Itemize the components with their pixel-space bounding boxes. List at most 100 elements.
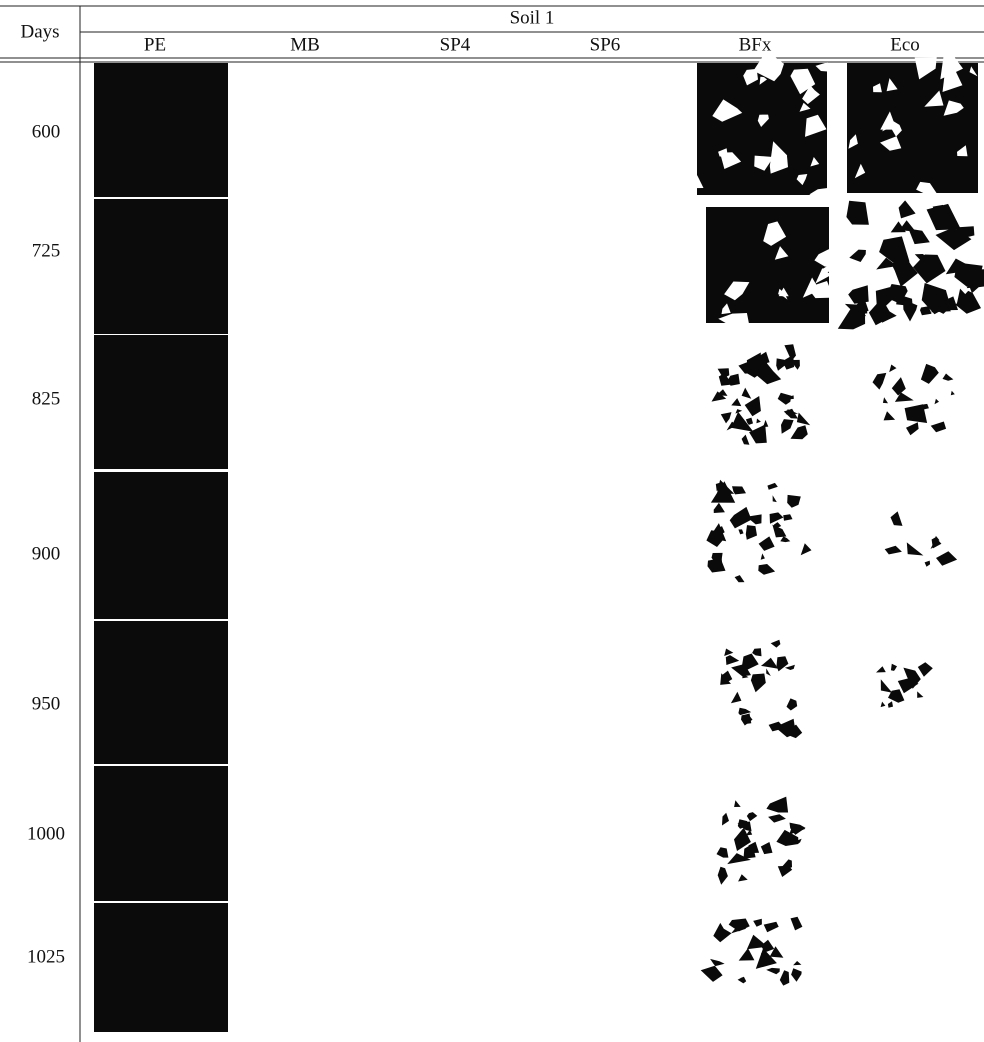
fragment bbox=[717, 480, 734, 494]
figure-table: Days Soil 1 PEMBSP4SP6BFxEco600725825900… bbox=[0, 0, 984, 1042]
day-label: 900 bbox=[32, 543, 61, 564]
fragment bbox=[918, 662, 933, 677]
fragment bbox=[732, 486, 746, 494]
fragment bbox=[797, 413, 810, 426]
film-image bbox=[94, 621, 228, 764]
fragment bbox=[780, 536, 790, 542]
fragment bbox=[793, 961, 801, 965]
fragment bbox=[717, 847, 729, 857]
fragment bbox=[884, 411, 896, 420]
fragment bbox=[726, 655, 739, 665]
fragment bbox=[943, 374, 954, 381]
fragment bbox=[768, 814, 786, 822]
fragment bbox=[891, 261, 918, 287]
fragment bbox=[738, 874, 748, 881]
fragment bbox=[780, 970, 790, 985]
fragment bbox=[801, 543, 812, 555]
fragment bbox=[907, 542, 924, 555]
page: Days Soil 1 PEMBSP4SP6BFxEco600725825900… bbox=[0, 0, 984, 1042]
fragment bbox=[751, 674, 766, 693]
fragment bbox=[731, 692, 742, 704]
fragment bbox=[752, 648, 761, 656]
fragment bbox=[787, 495, 801, 508]
fragment bbox=[883, 397, 888, 403]
fragment bbox=[771, 640, 781, 648]
column-header: SP6 bbox=[590, 34, 621, 55]
fragment bbox=[903, 299, 917, 321]
fragment bbox=[787, 698, 798, 710]
fragment bbox=[739, 948, 755, 961]
film-image bbox=[94, 335, 228, 469]
fragment bbox=[848, 285, 869, 303]
fragment bbox=[738, 977, 747, 984]
fragment bbox=[731, 398, 741, 406]
fragment bbox=[766, 797, 788, 813]
fragment bbox=[931, 422, 946, 433]
column-header: Eco bbox=[890, 34, 920, 55]
fragment bbox=[913, 255, 946, 284]
fragment bbox=[906, 422, 919, 435]
header-group: Soil 1 bbox=[510, 7, 555, 28]
fragment bbox=[891, 664, 897, 671]
header-days: Days bbox=[20, 21, 59, 42]
fragment bbox=[936, 551, 957, 566]
column-header: SP4 bbox=[440, 34, 471, 55]
fragment bbox=[764, 922, 779, 933]
fragment bbox=[782, 859, 792, 868]
day-label: 600 bbox=[32, 121, 61, 142]
fragment bbox=[773, 495, 777, 502]
fragment bbox=[846, 201, 869, 225]
fragment bbox=[761, 842, 773, 854]
fragment bbox=[785, 665, 795, 670]
fragment bbox=[876, 666, 886, 672]
fragment bbox=[888, 701, 893, 707]
fragment bbox=[721, 412, 732, 423]
fragment bbox=[889, 365, 896, 373]
fragment bbox=[885, 546, 902, 555]
day-label: 1025 bbox=[27, 946, 65, 967]
fragment bbox=[747, 812, 758, 821]
fragment bbox=[759, 536, 775, 551]
fragment bbox=[873, 373, 887, 390]
fragment bbox=[838, 305, 865, 330]
fragment bbox=[891, 511, 903, 526]
fragment bbox=[741, 654, 759, 673]
fragment bbox=[746, 525, 757, 540]
fragment bbox=[710, 959, 725, 966]
fragment bbox=[899, 200, 916, 218]
fragment bbox=[849, 250, 866, 262]
fragment bbox=[951, 391, 955, 396]
fragment bbox=[917, 691, 923, 698]
fragment bbox=[724, 649, 733, 657]
fragment bbox=[927, 204, 961, 230]
sample-images bbox=[94, 44, 984, 1032]
film-image bbox=[94, 199, 228, 334]
day-label: 825 bbox=[32, 388, 61, 409]
fragment bbox=[881, 679, 892, 693]
fragment bbox=[749, 425, 767, 444]
fragment bbox=[738, 529, 743, 534]
fragment bbox=[767, 483, 777, 490]
fragment bbox=[791, 968, 802, 982]
fragment bbox=[892, 377, 906, 395]
fragment bbox=[745, 396, 761, 416]
film-image bbox=[94, 472, 228, 619]
fragment bbox=[734, 800, 741, 807]
fragment bbox=[770, 512, 784, 523]
fragment bbox=[791, 917, 803, 931]
fragment bbox=[766, 968, 780, 974]
fragment bbox=[766, 668, 771, 676]
fragment bbox=[718, 867, 728, 885]
fragment bbox=[714, 503, 725, 513]
column-header: BFx bbox=[739, 34, 772, 55]
fragment bbox=[713, 923, 731, 942]
fragment bbox=[793, 360, 800, 370]
fragment bbox=[882, 308, 897, 323]
film-image bbox=[94, 63, 228, 197]
fragment bbox=[899, 220, 915, 231]
film-image bbox=[94, 903, 228, 1032]
fragment bbox=[756, 419, 761, 424]
fragment bbox=[761, 658, 778, 669]
fragment bbox=[758, 564, 775, 575]
fragment bbox=[935, 399, 940, 405]
